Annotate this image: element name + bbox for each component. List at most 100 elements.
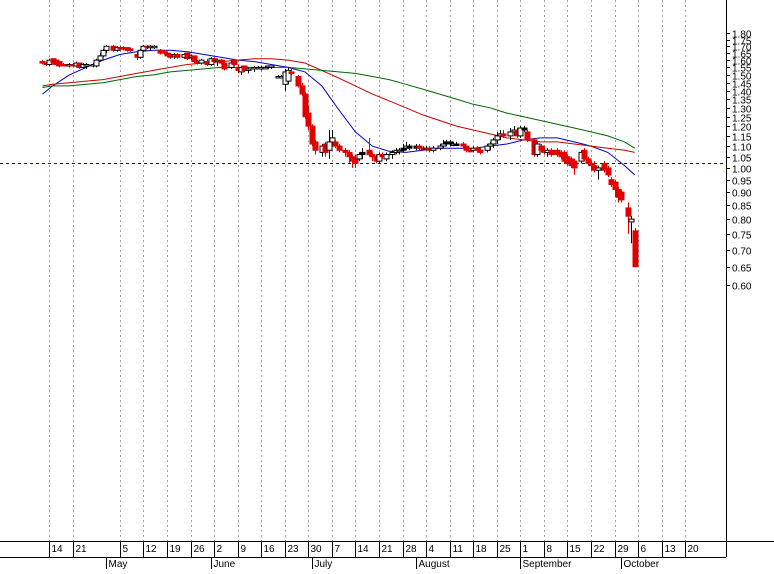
candle — [548, 148, 555, 157]
candle — [56, 61, 63, 68]
candle-body — [346, 151, 353, 158]
candle-body — [538, 145, 545, 151]
candle-body — [595, 167, 602, 171]
candle-body — [268, 65, 275, 68]
y-tick-label: 0.95 — [732, 177, 752, 188]
x-day-label: 23 — [288, 544, 300, 555]
x-day-label: 14 — [52, 544, 64, 555]
candle-body — [100, 49, 107, 57]
candle-body — [601, 162, 608, 171]
candle — [396, 148, 403, 155]
candle-body — [396, 149, 403, 153]
y-tick-label: 1.30 — [732, 105, 752, 116]
candle-body — [359, 151, 366, 156]
candle — [369, 152, 376, 162]
x-day-label: 21 — [382, 544, 394, 555]
candle-body — [198, 59, 205, 64]
candle — [517, 126, 524, 138]
candle-body — [406, 145, 413, 149]
candle — [430, 146, 437, 153]
x-day-label: 26 — [194, 544, 206, 555]
candle-body — [500, 133, 507, 137]
x-month-label: September — [523, 559, 573, 569]
candle — [336, 143, 343, 153]
candle-body — [524, 131, 531, 141]
candle-body — [463, 145, 470, 151]
candle — [174, 53, 181, 59]
candle-body — [336, 145, 343, 151]
candle — [60, 63, 67, 67]
y-tick-label: 1.05 — [732, 154, 752, 165]
candle — [632, 227, 639, 268]
moving-average-line-3 — [42, 66, 635, 149]
candle — [295, 74, 302, 88]
vertical-gridlines — [49, 0, 686, 541]
candle — [39, 60, 46, 65]
candle — [383, 152, 390, 162]
y-tick-label: 1.60 — [732, 57, 752, 68]
candlestick-series — [39, 44, 639, 268]
candle — [127, 47, 134, 52]
x-month-label: May — [109, 559, 128, 569]
candle — [581, 148, 588, 162]
x-day-label: 19 — [170, 544, 182, 555]
candle-body — [103, 45, 110, 51]
candle — [198, 58, 205, 65]
candle — [288, 68, 295, 75]
candle-body — [521, 127, 528, 131]
candle-body — [288, 71, 295, 74]
candle — [477, 148, 484, 155]
moving-average-lines — [42, 49, 636, 176]
x-day-label: 25 — [500, 544, 512, 555]
candle-body — [97, 55, 104, 61]
candle-body — [245, 68, 252, 71]
candle — [231, 58, 238, 66]
candle — [595, 165, 602, 180]
x-day-label: 21 — [76, 544, 88, 555]
candle-body — [309, 125, 316, 145]
y-tick-label: 1.65 — [732, 50, 752, 61]
candle-body — [484, 145, 491, 151]
candle — [463, 145, 470, 153]
candle-body — [342, 149, 349, 153]
candle-body — [332, 141, 339, 147]
candle-body — [174, 53, 181, 58]
candle — [524, 129, 531, 142]
x-day-label: 12 — [146, 544, 158, 555]
y-tick-label: 1.00 — [732, 165, 752, 176]
x-day-label: 20 — [688, 544, 700, 555]
candle — [332, 139, 339, 149]
x-day-label: 30 — [311, 544, 323, 555]
y-tick-label: 0.60 — [732, 282, 752, 293]
x-day-label: 4 — [429, 544, 435, 555]
candle-body — [299, 85, 306, 95]
candle — [601, 161, 608, 173]
candle-body — [56, 61, 63, 67]
candle — [151, 44, 158, 49]
x-month-label: October — [624, 559, 660, 569]
y-tick-label: 1.25 — [732, 114, 752, 125]
candle — [93, 58, 100, 68]
candle-body — [231, 59, 238, 65]
candle — [389, 150, 396, 159]
candle — [103, 44, 110, 54]
y-tick-label: 1.15 — [732, 133, 752, 144]
candle-body — [517, 127, 524, 137]
moving-average-line-1 — [42, 49, 636, 176]
candle — [268, 65, 275, 69]
candle-body — [221, 62, 228, 70]
candle — [618, 189, 625, 203]
candle-body — [477, 149, 484, 153]
x-month-label: July — [315, 559, 333, 569]
plot-frame — [0, 0, 774, 558]
candle-body — [356, 154, 363, 160]
candle — [221, 60, 228, 71]
x-day-label: 1 — [523, 544, 529, 555]
candle-body — [60, 63, 67, 67]
candle — [416, 143, 423, 151]
candle-body — [39, 61, 46, 64]
candle-body — [625, 207, 632, 217]
